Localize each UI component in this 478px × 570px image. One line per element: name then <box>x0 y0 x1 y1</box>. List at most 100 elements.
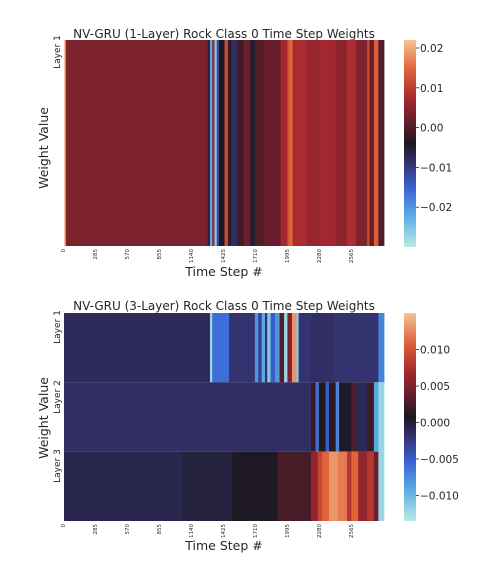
heatmap-cell <box>224 40 229 246</box>
heatmap-cell <box>378 451 385 521</box>
heatmap-cell <box>231 40 238 246</box>
heatmap-cell <box>373 40 379 246</box>
row-label-layer-1: Layer 1 <box>53 35 63 69</box>
heatmap-cell <box>325 382 330 452</box>
heatmap-cell <box>267 313 271 383</box>
x-tick-label: 1140 <box>189 249 195 263</box>
heatmap-cell <box>236 40 245 246</box>
heatmap-cell <box>209 313 213 383</box>
heatmap-cell <box>328 451 339 521</box>
heatmap-cell <box>358 451 368 521</box>
colorbar-tick-label: −0.02 <box>420 202 452 214</box>
x-tick-label: 1425 <box>221 249 227 263</box>
heatmap-cell <box>318 382 327 452</box>
heatmap-cell <box>373 451 379 521</box>
colorbar-tick-label: 0.000 <box>420 418 450 430</box>
heatmap-cell <box>373 382 379 452</box>
heatmap-cell <box>351 451 359 521</box>
heatmap-cell <box>296 313 300 383</box>
heatmap-cell <box>64 313 211 383</box>
x-ticks: 0 285 570 855 1140 1425 1710 1995 2280 2565 <box>61 249 355 264</box>
heatmap-cell <box>339 382 352 452</box>
row-label-layer-3: Layer 3 <box>53 449 63 483</box>
heatmap-cell <box>328 382 337 452</box>
heatmap-cell <box>229 313 256 383</box>
heatmap-cells <box>64 313 385 521</box>
heatmap-cell <box>275 313 280 383</box>
heatmap-cell <box>315 382 320 452</box>
heatmap-cell <box>64 451 183 521</box>
heatmap-cell <box>311 451 319 521</box>
row-label-layer-1: Layer 1 <box>53 310 63 344</box>
colorbar: 0.010 0.005 0.000 −0.005 −0.010 <box>404 313 459 521</box>
x-tick-label: 1995 <box>285 249 291 263</box>
colorbar-tick-label: −0.005 <box>420 454 459 466</box>
colorbar-tick-label: 0.00 <box>420 123 443 135</box>
heatmap-cell <box>355 382 368 452</box>
x-tick-label: 285 <box>93 524 99 535</box>
heatmap-cell <box>207 40 211 246</box>
heatmap-cell <box>355 40 368 246</box>
heatmap-cell <box>264 313 268 383</box>
x-tick-label: 1140 <box>189 524 195 538</box>
x-tick-label: 1995 <box>285 524 291 538</box>
colorbar-tick-label: 0.01 <box>420 83 443 95</box>
x-tick-label: 2280 <box>317 524 323 538</box>
heatmap-cell <box>270 313 276 383</box>
heatmap-cell <box>243 40 251 246</box>
x-tick-label: 570 <box>125 524 131 535</box>
x-tick-label: 2565 <box>349 249 355 263</box>
heatmap-cells <box>64 40 385 246</box>
colorbar-gradient <box>404 40 416 247</box>
colorbar-tick-label: −0.010 <box>420 491 459 503</box>
x-tick-label: 855 <box>157 249 163 260</box>
heatmap-cell <box>337 451 348 521</box>
chart-3-layer: NV-GRU (3-Layer) Rock Class 0 Time Step … <box>36 299 459 553</box>
heatmap-cell <box>333 313 379 383</box>
heatmap-cell <box>254 313 259 383</box>
heatmap-cell <box>287 40 291 246</box>
heatmap-cell <box>335 40 348 246</box>
chart-title: NV-GRU (1-Layer) Rock Class 0 Time Step … <box>73 27 375 41</box>
x-ticks: 0 285 570 855 1140 1425 1710 1995 2280 2565 <box>61 524 355 539</box>
heatmap-cell <box>378 313 385 383</box>
row-label-layer-2: Layer 2 <box>53 380 63 414</box>
heatmap-cell <box>250 40 256 246</box>
heatmap-cell <box>254 40 265 246</box>
heatmap-cell <box>181 451 233 521</box>
heatmap-cell <box>291 313 297 383</box>
heatmap-cell <box>298 313 312 383</box>
heatmap-cell <box>284 313 288 383</box>
colorbar: 0.02 0.01 0.00 −0.01 −0.02 <box>404 40 452 247</box>
heatmap-cell <box>367 451 375 521</box>
colorbar-tick-label: −0.01 <box>420 162 452 174</box>
colorbar-ticks: 0.02 0.01 0.00 −0.01 −0.02 <box>416 43 452 214</box>
row-labels: Layer 1 Layer 2 Layer 3 <box>53 310 63 483</box>
x-tick-label: 1425 <box>221 524 227 538</box>
heatmap-cell <box>346 40 357 246</box>
heatmap-cell <box>351 382 357 452</box>
heatmap-cell <box>322 451 330 521</box>
heatmap-cell <box>212 313 230 383</box>
x-axis-label: Time Step # <box>184 538 262 553</box>
heatmap-cell <box>279 313 285 383</box>
x-tick-label: 2565 <box>349 524 355 538</box>
heatmap-cell <box>378 40 385 246</box>
heatmap-cell <box>232 451 278 521</box>
heatmap-cell <box>311 313 334 383</box>
x-tick-label: 2280 <box>317 249 323 263</box>
heatmap-cell <box>277 451 312 521</box>
heatmap-cell <box>320 40 337 246</box>
x-axis-label: Time Step # <box>184 264 262 279</box>
heatmap-cell <box>212 40 215 246</box>
heatmap-cell <box>378 382 385 452</box>
heatmap-cell <box>218 40 225 246</box>
x-tick-label: 0 <box>61 524 67 528</box>
heatmap-cell <box>261 313 266 383</box>
heatmap-cell <box>367 40 370 246</box>
chart-title: NV-GRU (3-Layer) Rock Class 0 Time Step … <box>73 299 375 313</box>
heatmap-cell <box>258 313 263 383</box>
heatmap-cell <box>292 40 307 246</box>
y-axis-label: Weight Value <box>36 107 51 189</box>
